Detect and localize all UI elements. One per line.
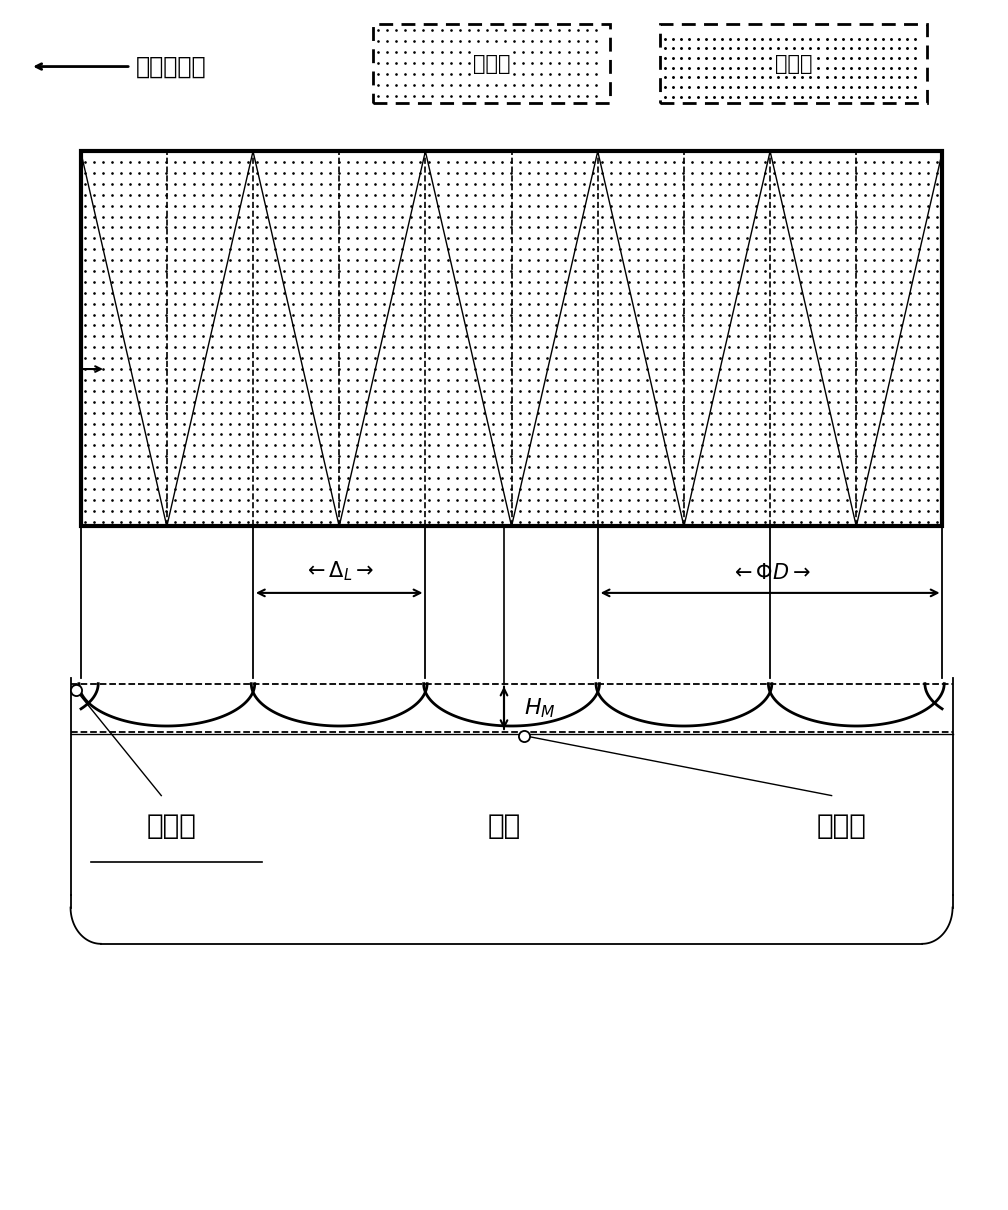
Text: $\leftarrow\Phi D\rightarrow$: $\leftarrow\Phi D\rightarrow$ <box>730 563 810 583</box>
Text: 疏松层: 疏松层 <box>146 812 197 840</box>
Bar <box>81 151 942 526</box>
Text: 扫描方向－: 扫描方向－ <box>136 54 207 79</box>
Text: 致密层: 致密层 <box>816 812 867 840</box>
Bar <box>373 24 610 103</box>
Text: $H_M$: $H_M$ <box>524 696 555 720</box>
Bar <box>660 24 927 103</box>
Text: 重叠区: 重叠区 <box>775 53 812 74</box>
Text: 基体: 基体 <box>488 812 520 840</box>
Text: $\leftarrow\Delta_L\rightarrow$: $\leftarrow\Delta_L\rightarrow$ <box>303 559 375 583</box>
Text: 光斑区: 光斑区 <box>473 53 510 74</box>
